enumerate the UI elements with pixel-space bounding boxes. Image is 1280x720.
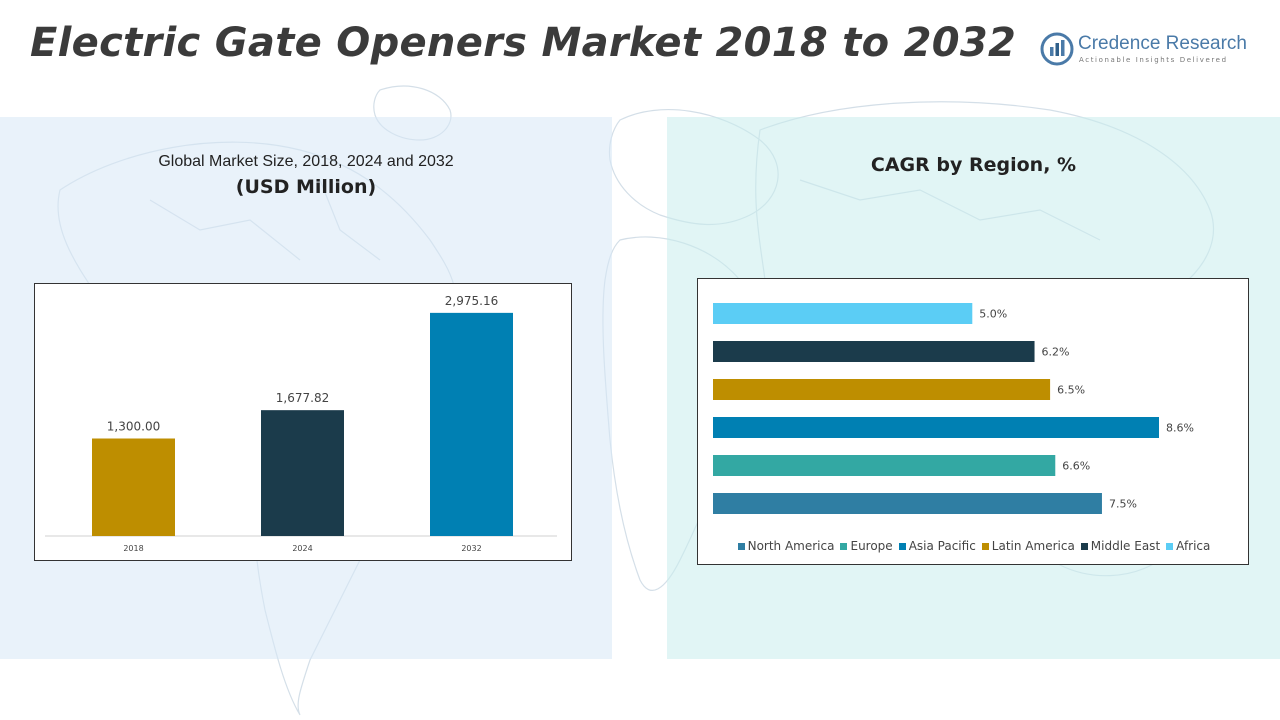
legend-label: Latin America xyxy=(991,539,1075,553)
brand-logo: Credence Research Actionable Insights De… xyxy=(1040,30,1270,70)
legend-label: North America xyxy=(747,539,835,553)
bar-2024 xyxy=(261,410,344,536)
cagr-value-label: 8.6% xyxy=(1166,422,1194,435)
legend-item: Europe xyxy=(840,539,893,553)
cagr-bar-africa xyxy=(713,303,973,324)
legend-item: Africa xyxy=(1166,539,1210,553)
page-title: Electric Gate Openers Market 2018 to 203… xyxy=(30,20,1017,66)
bar-2032 xyxy=(430,312,513,536)
cagr-region-chart: 5.0% 6.2% 6.5% 8.6% 6.6% 7.5% North America Eu… xyxy=(697,278,1249,565)
legend-swatch xyxy=(898,542,906,550)
logo-tagline: Actionable Insights Delivered xyxy=(1079,56,1228,64)
market-size-chart: 1,300.00 2018 1,677.82 2024 2,975.16 2032 xyxy=(34,283,572,561)
right-chart-title: CAGR by Region, % xyxy=(870,154,1077,176)
cagr-bar-europe xyxy=(713,455,1056,476)
legend-label: Africa xyxy=(1176,539,1211,553)
legend-item: North America xyxy=(737,539,835,553)
bar-category-label: 2024 xyxy=(292,544,312,553)
cagr-value-label: 6.2% xyxy=(1042,346,1070,359)
cagr-value-label: 7.5% xyxy=(1109,498,1137,511)
bar-value-label: 1,300.00 xyxy=(107,420,160,434)
legend-item: Latin America xyxy=(981,539,1075,553)
legend-swatch xyxy=(981,542,989,550)
left-chart-subtitle: Global Market Size, 2018, 2024 and 2032 xyxy=(158,153,454,170)
bar-category-label: 2032 xyxy=(461,544,481,553)
bar-value-label: 2,975.16 xyxy=(445,294,498,308)
bar-category-label: 2018 xyxy=(123,544,143,553)
cagr-legend: North America Europe Asia Pacific Latin Ame… xyxy=(698,539,1250,553)
legend-label: Middle East xyxy=(1090,539,1161,553)
legend-item: Middle East xyxy=(1080,539,1161,553)
bar-2018 xyxy=(92,438,175,536)
market-size-bar-svg: 1,300.00 2018 1,677.82 2024 2,975.16 2032 xyxy=(45,294,557,553)
cagr-bar-svg: 5.0% 6.2% 6.5% 8.6% 6.6% 7.5% xyxy=(713,303,1194,514)
cagr-value-label: 5.0% xyxy=(979,308,1007,321)
legend-swatch xyxy=(1080,542,1088,550)
logo-name: Credence Research xyxy=(1078,33,1247,54)
cagr-bar-asia-pacific xyxy=(713,417,1159,438)
legend-item: Asia Pacific xyxy=(898,539,976,553)
cagr-bar-latin-america xyxy=(713,379,1051,400)
cagr-value-label: 6.5% xyxy=(1057,384,1085,397)
left-chart-unit: (USD Million) xyxy=(235,176,377,198)
bar-value-label: 1,677.82 xyxy=(276,391,329,405)
cagr-bar-middle-east xyxy=(713,341,1035,362)
legend-swatch xyxy=(840,542,848,550)
legend-swatch xyxy=(1166,542,1174,550)
legend-label: Europe xyxy=(850,539,893,553)
credence-logo-icon xyxy=(1040,32,1074,66)
cagr-value-label: 6.6% xyxy=(1062,460,1090,473)
legend-swatch xyxy=(737,542,745,550)
legend-label: Asia Pacific xyxy=(908,539,976,553)
cagr-bar-north-america xyxy=(713,493,1102,514)
